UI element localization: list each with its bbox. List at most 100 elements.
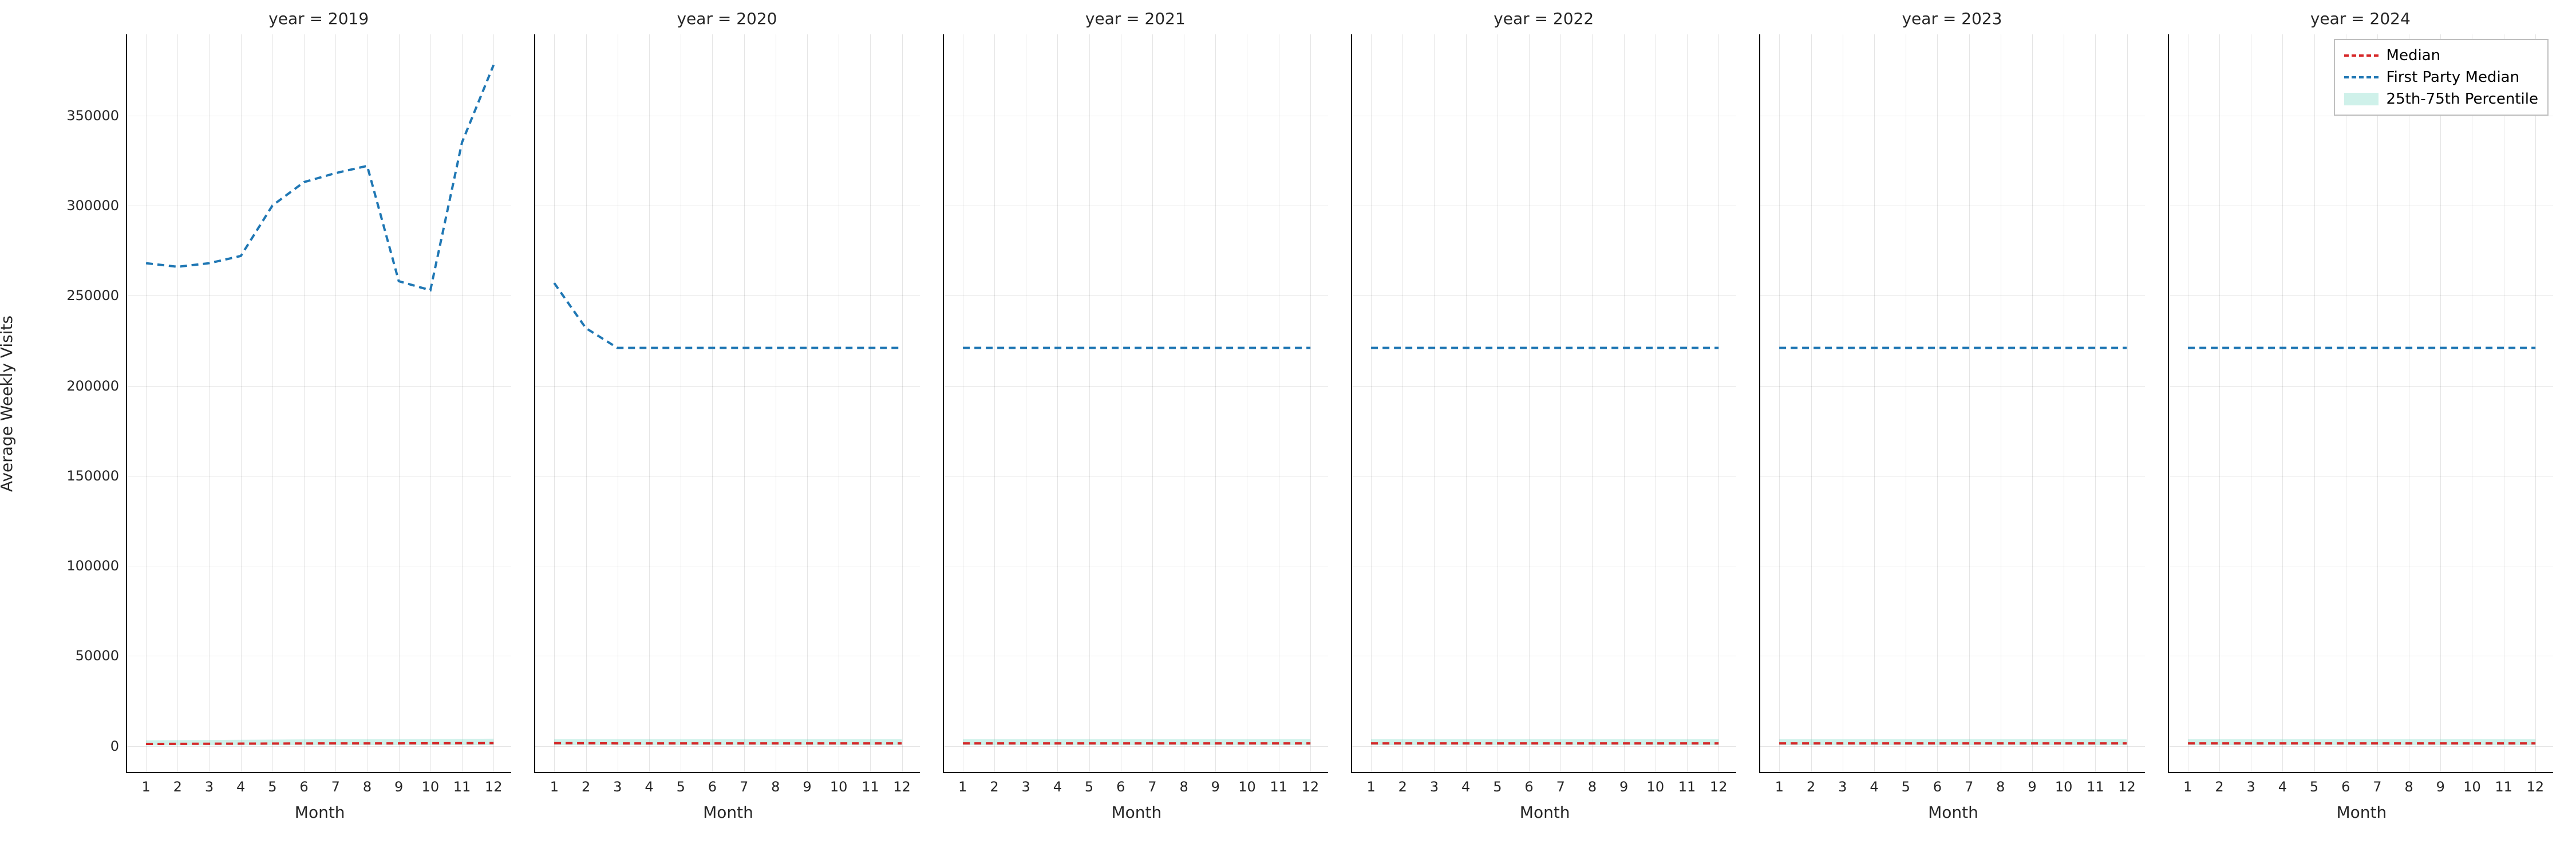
median-line — [146, 743, 493, 744]
x-tick-label: 12 — [2527, 779, 2545, 795]
gridline-vertical — [2535, 34, 2536, 772]
x-tick-label: 1 — [550, 779, 559, 795]
legend: MedianFirst Party Median25th-75th Percen… — [2334, 39, 2549, 116]
gridline-vertical — [399, 34, 400, 772]
x-tick-label: 7 — [331, 779, 340, 795]
x-tick-label: 12 — [1710, 779, 1728, 795]
plot-area: 123456789101112Month — [534, 34, 919, 773]
gridline-vertical — [1057, 34, 1058, 772]
y-tick-label: 0 — [110, 738, 119, 754]
x-tick-label: 2 — [2215, 779, 2223, 795]
x-tick-label: 6 — [1933, 779, 1942, 795]
gridline-vertical — [649, 34, 650, 772]
gridline-vertical — [177, 34, 178, 772]
x-tick-label: 11 — [1678, 779, 1696, 795]
gridline-vertical — [335, 34, 336, 772]
gridline-horizontal — [535, 386, 919, 387]
y-tick-label: 300000 — [66, 198, 119, 214]
x-tick-label: 9 — [1211, 779, 1220, 795]
chart-panel: year = 2021123456789101112Month — [943, 0, 1328, 859]
x-tick-label: 10 — [422, 779, 440, 795]
x-tick-label: 5 — [1902, 779, 1910, 795]
chart-panel: year = 2020123456789101112Month — [534, 0, 919, 859]
gridline-vertical — [902, 34, 903, 772]
gridline-vertical — [1089, 34, 1090, 772]
legend-label: First Party Median — [2387, 69, 2520, 86]
gridline-vertical — [1310, 34, 1311, 772]
x-tick-label: 11 — [2087, 779, 2104, 795]
x-tick-label: 2 — [990, 779, 998, 795]
y-tick-label: 250000 — [66, 287, 119, 304]
x-tick-label: 6 — [1524, 779, 1533, 795]
plot-area: 123456789101112Month — [1759, 34, 2144, 773]
gridline-vertical — [2127, 34, 2128, 772]
percentile-band — [1371, 739, 1718, 745]
gridline-horizontal — [944, 295, 1328, 296]
y-tick-label: 100000 — [66, 558, 119, 574]
x-tick-label: 7 — [1556, 779, 1565, 795]
gridline-horizontal — [2169, 746, 2553, 747]
y-tick-label: 350000 — [66, 108, 119, 124]
gridline-vertical — [1779, 34, 1780, 772]
gridline-vertical — [1718, 34, 1719, 772]
gridline-horizontal — [1352, 386, 1736, 387]
x-tick-label: 3 — [2247, 779, 2255, 795]
gridline-horizontal — [127, 295, 511, 296]
gridline-vertical — [554, 34, 555, 772]
plot-area: 123456789101112MonthMedianFirst Party Me… — [2168, 34, 2553, 773]
first_party-line — [146, 65, 493, 290]
gridline-vertical — [1937, 34, 1938, 772]
gridline-horizontal — [535, 746, 919, 747]
x-tick-label: 4 — [1870, 779, 1878, 795]
y-tick-label: 200000 — [66, 378, 119, 394]
x-tick-label: 8 — [2404, 779, 2413, 795]
x-tick-label: 7 — [1965, 779, 1973, 795]
gridline-horizontal — [127, 746, 511, 747]
legend-item: First Party Median — [2344, 69, 2538, 86]
x-tick-label: 10 — [2463, 779, 2481, 795]
x-tick-label: 3 — [205, 779, 214, 795]
plot-area: 123456789101112Month — [126, 34, 511, 773]
panel-title: year = 2019 — [126, 9, 511, 28]
x-tick-label: 12 — [485, 779, 503, 795]
x-tick-label: 10 — [1647, 779, 1665, 795]
gridline-vertical — [1529, 34, 1530, 772]
x-tick-label: 3 — [1022, 779, 1030, 795]
x-tick-label: 6 — [708, 779, 717, 795]
legend-swatch — [2344, 93, 2379, 105]
x-tick-label: 6 — [2341, 779, 2350, 795]
gridline-vertical — [1811, 34, 1812, 772]
gridline-vertical — [1434, 34, 1435, 772]
gridline-vertical — [1687, 34, 1688, 772]
y-axis-label: Average Weekly Visits — [0, 316, 16, 492]
x-tick-label: 7 — [2373, 779, 2381, 795]
gridline-vertical — [744, 34, 745, 772]
x-tick-label: 6 — [299, 779, 308, 795]
gridline-horizontal — [535, 295, 919, 296]
gridline-vertical — [493, 34, 494, 772]
x-tick-label: 1 — [2183, 779, 2192, 795]
gridline-horizontal — [1352, 746, 1736, 747]
x-tick-label: 4 — [236, 779, 245, 795]
gridline-vertical — [462, 34, 463, 772]
x-tick-label: 8 — [1588, 779, 1597, 795]
gridline-horizontal — [2169, 386, 2553, 387]
gridline-vertical — [1402, 34, 1403, 772]
x-axis-label: Month — [535, 803, 920, 822]
series-layer — [1352, 34, 1737, 773]
gridline-vertical — [304, 34, 305, 772]
gridline-vertical — [1874, 34, 1875, 772]
gridline-horizontal — [1760, 295, 2144, 296]
gridline-vertical — [1624, 34, 1625, 772]
x-tick-label: 3 — [1838, 779, 1847, 795]
x-tick-label: 12 — [893, 779, 911, 795]
plot-area: 123456789101112Month — [1351, 34, 1736, 773]
gridline-vertical — [146, 34, 147, 772]
gridline-vertical — [1560, 34, 1561, 772]
chart-panel: year = 2022123456789101112Month — [1351, 0, 1736, 859]
gridline-vertical — [586, 34, 587, 772]
x-tick-label: 10 — [2055, 779, 2073, 795]
chart-panel: year = 2023123456789101112Month — [1759, 0, 2144, 859]
x-tick-label: 8 — [771, 779, 780, 795]
gridline-vertical — [1466, 34, 1467, 772]
